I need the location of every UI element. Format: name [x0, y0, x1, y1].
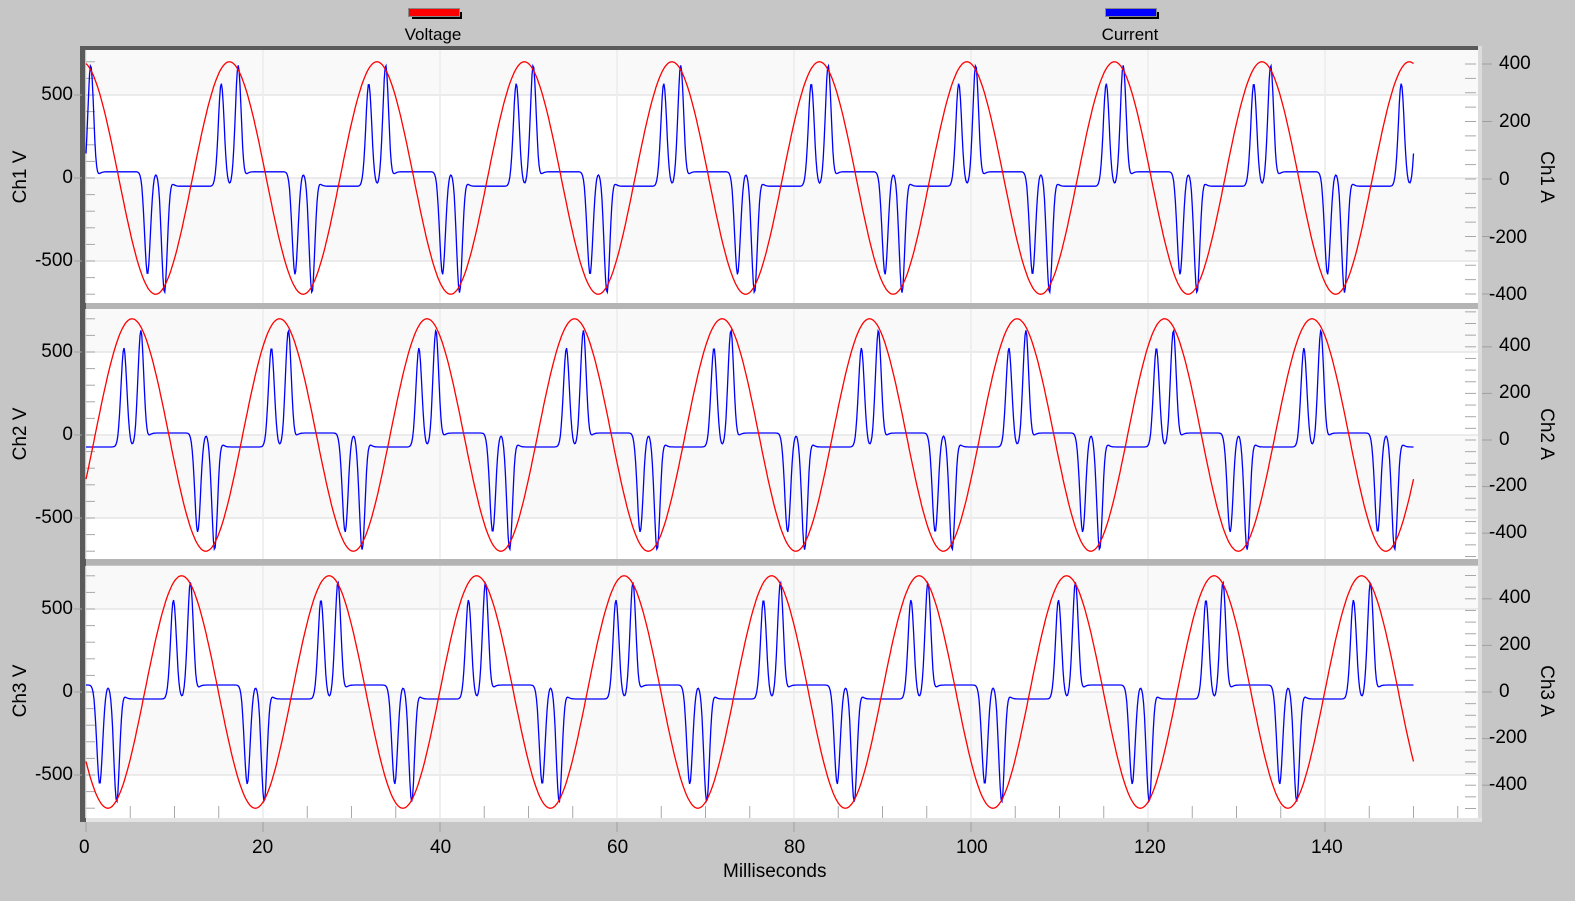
- ch3-atick: 200: [1499, 634, 1531, 655]
- current-swatch: [1105, 8, 1159, 19]
- ch2-atick: 0: [1499, 429, 1510, 450]
- ch1-vtick: 0: [62, 167, 73, 188]
- ch2-current-axis-label: Ch2 A: [1536, 408, 1557, 460]
- x-tick: 80: [784, 837, 806, 858]
- legend-voltage-label: Voltage: [404, 25, 462, 44]
- ch3-current-axis-label: Ch3 A: [1536, 665, 1557, 717]
- ch1-atick: 0: [1499, 169, 1510, 190]
- ch2-atick: -400: [1489, 522, 1528, 543]
- ch3-vtick: -500: [34, 764, 73, 785]
- panel-ch2: [74, 309, 1492, 565]
- ch3-vtick: 500: [41, 598, 73, 619]
- x-tick: 120: [1134, 837, 1166, 858]
- ch3-atick: 0: [1499, 681, 1510, 702]
- x-tick: 100: [956, 837, 988, 858]
- ch2-voltage-trace: [85, 318, 1415, 552]
- x-tick: 60: [607, 837, 629, 858]
- ch2-vtick: -500: [34, 507, 73, 528]
- ch3-vtick: 0: [62, 681, 73, 702]
- x-tick: 20: [252, 837, 274, 858]
- ch2-vtick: 0: [62, 424, 73, 445]
- ch1-atick: 400: [1499, 53, 1531, 74]
- ch2-atick: 400: [1499, 335, 1531, 356]
- legend-voltage[interactable]: Voltage: [373, 8, 493, 45]
- legend-current[interactable]: Current: [1070, 8, 1190, 45]
- ch1-vtick: 500: [41, 84, 73, 105]
- x-axis-label: Milliseconds: [723, 861, 827, 882]
- ch1-atick: -400: [1489, 284, 1528, 305]
- ch1-voltage-axis-label: Ch1 V: [10, 150, 31, 204]
- ch3-atick: -200: [1489, 727, 1528, 748]
- panel-ch1: [74, 50, 1492, 309]
- legend-current-label: Current: [1101, 25, 1159, 44]
- ch3-atick: -400: [1489, 774, 1528, 795]
- ch1-vtick: -500: [34, 250, 73, 271]
- ch1-atick: 200: [1499, 111, 1531, 132]
- ch3-current-trace: [86, 580, 1414, 804]
- panel-ch3: [74, 566, 1492, 818]
- ch2-atick: -200: [1489, 475, 1528, 496]
- voltage-swatch: [408, 8, 462, 19]
- ch1-current-trace: [85, 63, 1415, 295]
- ch1-atick: -200: [1489, 227, 1528, 248]
- ch1-voltage-trace: [85, 61, 1414, 295]
- ch2-voltage-axis-label: Ch2 V: [10, 407, 31, 461]
- ch3-voltage-axis-label: Ch3 V: [10, 664, 31, 718]
- ch2-vtick: 500: [41, 341, 73, 362]
- ch2-current-trace: [86, 328, 1414, 552]
- x-tick: 140: [1311, 837, 1343, 858]
- ch1-current-axis-label: Ch1 A: [1536, 151, 1557, 203]
- ch3-voltage-trace: [85, 575, 1415, 809]
- ch3-atick: 400: [1499, 587, 1531, 608]
- ch2-atick: 200: [1499, 382, 1531, 403]
- x-tick: 40: [430, 837, 452, 858]
- x-tick: 0: [79, 837, 90, 858]
